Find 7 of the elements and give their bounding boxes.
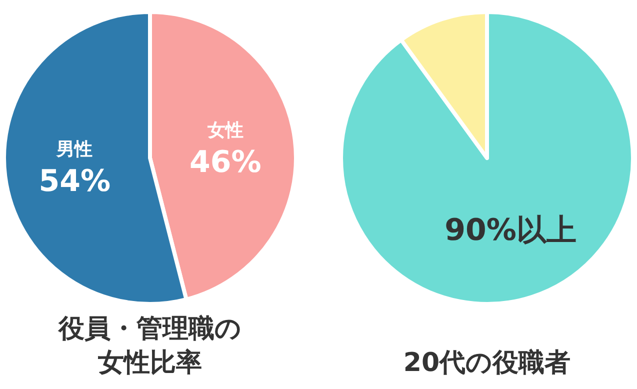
data-label: 90%以上	[444, 212, 576, 248]
slice-label: 男性	[56, 139, 93, 160]
data-label: 46%	[189, 144, 262, 180]
text: 役員・管理職の女性比率	[58, 314, 242, 378]
text: 20代の役職者	[403, 348, 571, 378]
slice-label: 女性	[206, 120, 244, 141]
data-label: 54%	[38, 164, 111, 200]
